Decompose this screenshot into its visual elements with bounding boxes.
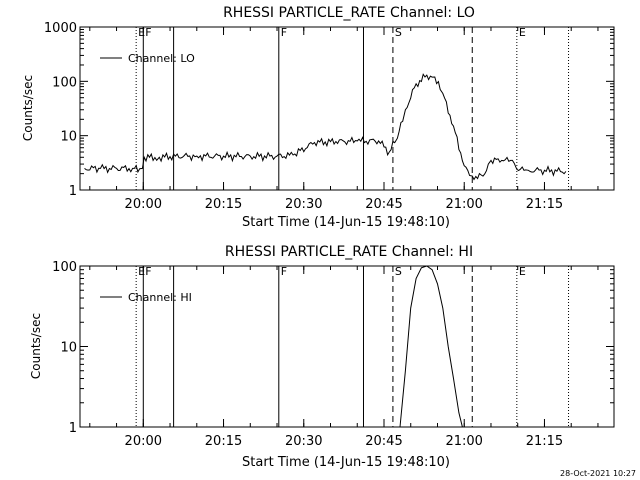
footer-timestamp: 28-Oct-2021 10:27 (560, 469, 636, 478)
x-tick-label: 20:45 (365, 197, 402, 212)
event-marker-label: S (395, 26, 402, 39)
event-marker-label: F (145, 265, 151, 278)
series-line (84, 73, 567, 181)
panel-hi: RHESSI PARTICLE_RATE Channel: HI Counts/… (29, 244, 615, 470)
legend-lo: Channel: LO (100, 52, 195, 65)
legend-hi: Channel: HI (100, 291, 192, 304)
axis-ticks-lo: 20:00 20:15 20:30 20:45 21:00 21:15 1 10 100 1000 (44, 21, 614, 212)
legend-label-lo: Channel: LO (128, 52, 195, 65)
event-marker-label: E (138, 26, 145, 39)
chart-title-lo: RHESSI PARTICLE_RATE Channel: LO (223, 5, 475, 21)
x-tick-label: 20:30 (285, 197, 322, 212)
series-line (399, 265, 463, 428)
x-tick-label: 20:45 (365, 434, 402, 449)
x-axis-label-lo: Start Time (14-Jun-15 19:48:10) (242, 215, 450, 230)
event-marker-label: E (519, 26, 526, 39)
y-tick-label: 10 (60, 341, 77, 356)
chart-title-hi: RHESSI PARTICLE_RATE Channel: HI (225, 244, 473, 260)
series-lo (84, 73, 567, 181)
plot-frame-lo (79, 26, 615, 191)
x-axis-label-hi: Start Time (14-Jun-15 19:48:10) (242, 455, 450, 470)
x-tick-label: 20:00 (125, 197, 162, 212)
x-tick-label: 21:00 (445, 434, 482, 449)
y-tick-label: 100 (52, 260, 77, 275)
event-marker-label: E (138, 265, 145, 278)
x-tick-label: 21:00 (445, 197, 482, 212)
panel-lo: RHESSI PARTICLE_RATE Channel: LO Counts/… (21, 5, 615, 230)
y-axis-label-lo: Counts/sec (21, 75, 35, 141)
x-tick-label: 21:15 (526, 434, 563, 449)
y-axis-label-hi: Counts/sec (29, 313, 43, 379)
x-tick-label: 20:15 (205, 197, 242, 212)
event-marker-label: E (519, 265, 526, 278)
event-marker-label: F (145, 26, 151, 39)
event-marker-label: F (281, 265, 287, 278)
x-tick-label: 20:15 (205, 434, 242, 449)
y-tick-label: 1 (69, 184, 77, 199)
y-tick-label: 1 (69, 421, 77, 436)
axis-ticks-hi: 20:00 20:15 20:30 20:45 21:00 21:15 1 10 100 (52, 260, 614, 449)
series-hi (399, 265, 463, 428)
y-tick-label: 10 (60, 130, 77, 145)
event-marker-label: F (281, 26, 287, 39)
x-tick-label: 20:00 (125, 434, 162, 449)
legend-label-hi: Channel: HI (128, 291, 192, 304)
y-tick-label: 100 (52, 75, 77, 90)
x-tick-label: 20:30 (285, 434, 322, 449)
x-tick-label: 21:15 (526, 197, 563, 212)
event-marker-label: S (395, 265, 402, 278)
y-tick-label: 1000 (44, 21, 77, 36)
